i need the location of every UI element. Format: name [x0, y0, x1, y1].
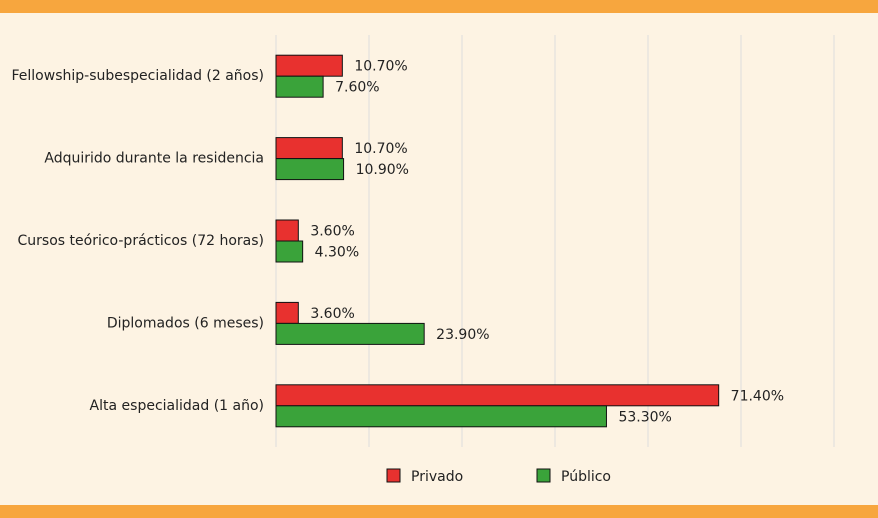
bar — [275, 240, 304, 263]
bar — [275, 322, 425, 345]
bar — [275, 301, 299, 324]
value-label: 10.70% — [354, 141, 407, 157]
legend-swatch — [386, 468, 401, 483]
category-label: Cursos teórico-prácticos (72 horas) — [18, 233, 264, 249]
bar — [275, 54, 343, 77]
bar — [275, 158, 345, 181]
value-label: 10.70% — [354, 59, 407, 75]
legend-swatch — [536, 468, 551, 483]
value-label: 7.60% — [335, 80, 379, 96]
legend-label: Privado — [411, 469, 463, 485]
bottom-band — [0, 505, 878, 518]
value-label: 10.90% — [356, 162, 409, 178]
category-label: Fellowship-subespecialidad (2 años) — [12, 68, 265, 84]
value-label: 71.40% — [731, 388, 784, 404]
bar — [275, 219, 299, 242]
value-label: 23.90% — [436, 327, 489, 343]
legend-label: Público — [561, 469, 611, 485]
value-label: 3.60% — [310, 224, 354, 240]
value-label: 4.30% — [315, 245, 359, 261]
category-label: Alta especialidad (1 año) — [90, 398, 264, 414]
category-label: Diplomados (6 meses) — [107, 315, 264, 331]
category-label: Adquirido durante la residencia — [44, 151, 264, 167]
bar — [275, 405, 607, 428]
bar — [275, 137, 343, 160]
bar — [275, 75, 324, 98]
bar — [275, 384, 720, 407]
value-label: 53.30% — [618, 409, 671, 425]
value-label: 3.60% — [310, 306, 354, 322]
top-band — [0, 0, 878, 13]
